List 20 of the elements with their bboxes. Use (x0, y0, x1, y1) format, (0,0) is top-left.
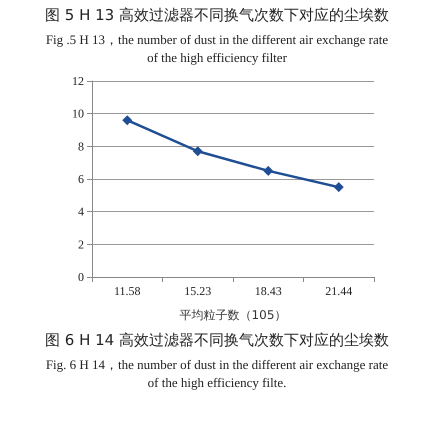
point (334, 182, 344, 192)
point (122, 115, 132, 126)
y-tick-label: 4 (78, 204, 84, 219)
y-tick-label: 12 (72, 74, 84, 88)
point (192, 146, 203, 156)
y-tick-label: 2 (78, 237, 84, 252)
point (263, 166, 274, 176)
y-tick-label: 8 (78, 139, 84, 154)
y-tick-label: 10 (72, 106, 84, 121)
caption: Fig. 6 H 14，the number of dust in the different air exchange rate of the high efficiency filte. (44, 356, 390, 392)
x-tick-label: 21.44 (325, 284, 352, 298)
x-tick-label: 15.23 (184, 284, 212, 298)
y-tick-label: 6 (78, 172, 84, 186)
chart-title: 图 5 H 13 高效过滤器不同换气次数下对应的尘埃数 (44, 6, 390, 25)
x-axis-title: 平均粒子数（105） (180, 308, 286, 322)
chart-subtitle: Fig .5 H 13，the number of dust in the different air exchange rate of the high efficiency filter (44, 31, 390, 67)
y-tick-label: 0 (78, 270, 84, 284)
caption: 图 6 H 14 高效过滤器不同换气次数下对应的尘埃数 (44, 331, 390, 350)
x-tick-label: 18.43 (254, 284, 282, 298)
x-tick-label: 11.58 (114, 284, 141, 298)
